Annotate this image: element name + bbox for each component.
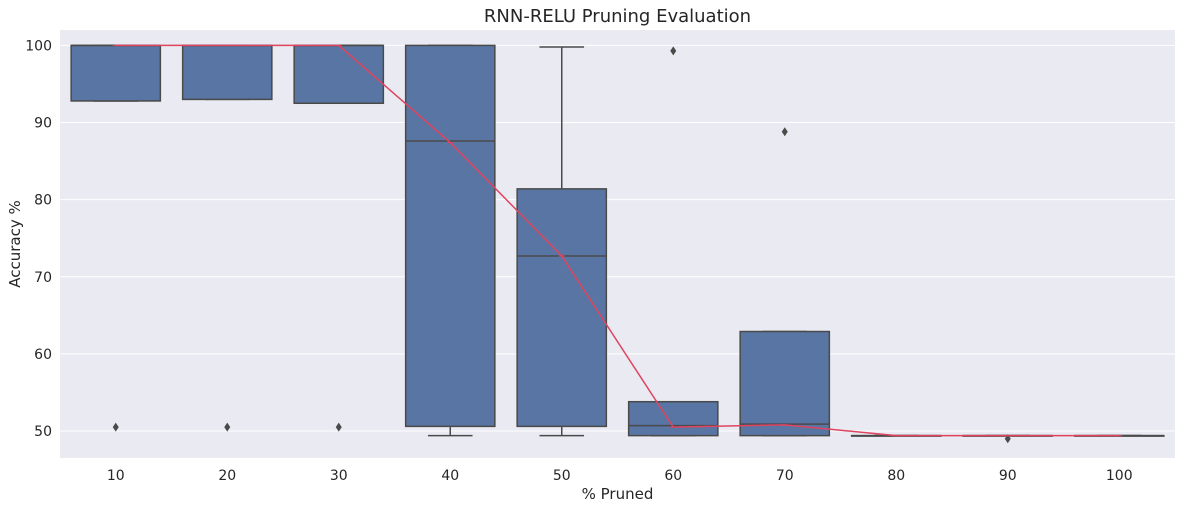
outlier-point — [1004, 434, 1011, 444]
y-axis-ticks: 50 60 70 80 90 100 — [25, 38, 52, 440]
y-tick-label: 90 — [34, 116, 52, 132]
box — [404, 44, 496, 428]
box-group — [404, 44, 496, 437]
mean-line — [115, 44, 1120, 437]
outlier-point — [112, 422, 119, 432]
gridlines — [60, 44, 1175, 432]
x-tick-label: 100 — [1106, 468, 1133, 484]
x-tick-label: 70 — [776, 468, 794, 484]
y-tick-label: 60 — [34, 347, 52, 363]
box-group — [293, 44, 385, 432]
outlier-point — [335, 422, 342, 432]
outlier-point — [781, 127, 788, 137]
box-group — [627, 46, 719, 437]
box-group — [70, 44, 162, 432]
chart-title: RNN-RELU Pruning Evaluation — [484, 6, 751, 27]
box-group — [516, 46, 608, 437]
y-axis-title: Accuracy % — [6, 200, 24, 288]
x-tick-label: 30 — [330, 468, 348, 484]
x-axis-ticks: 10 20 30 40 50 60 70 80 90 100 — [107, 468, 1133, 484]
box — [739, 330, 831, 437]
x-tick-label: 20 — [218, 468, 236, 484]
y-tick-label: 80 — [34, 193, 52, 209]
box — [70, 44, 162, 102]
x-tick-label: 50 — [553, 468, 571, 484]
box — [293, 44, 385, 105]
box-series — [70, 44, 1165, 444]
box — [516, 188, 608, 428]
outlier-point — [224, 422, 231, 432]
plot-area — [60, 30, 1175, 458]
box — [627, 400, 719, 437]
box — [181, 44, 273, 101]
x-axis-title: % Pruned — [582, 485, 654, 503]
x-tick-label: 90 — [999, 468, 1017, 484]
x-tick-label: 80 — [887, 468, 905, 484]
mean-line-series — [112, 44, 1123, 437]
y-tick-label: 100 — [25, 38, 52, 54]
y-tick-label: 50 — [34, 424, 52, 440]
x-tick-label: 60 — [664, 468, 682, 484]
x-tick-label: 40 — [441, 468, 459, 484]
box-group — [739, 127, 831, 437]
y-tick-label: 70 — [34, 270, 52, 286]
x-tick-label: 10 — [107, 468, 125, 484]
outlier-point — [670, 46, 677, 56]
